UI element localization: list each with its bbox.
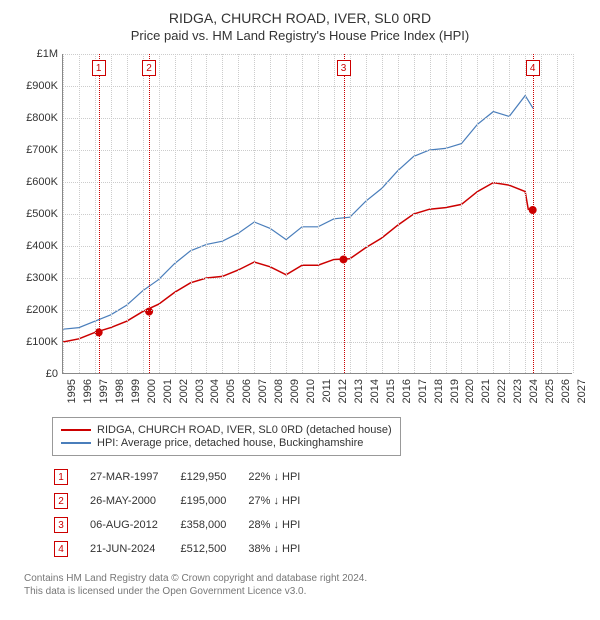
x-axis-label: 2011 bbox=[321, 379, 333, 414]
series-line bbox=[63, 96, 533, 330]
legend-swatch bbox=[61, 442, 91, 444]
y-axis-label: £500K bbox=[8, 208, 58, 220]
legend-item: RIDGA, CHURCH ROAD, IVER, SL0 0RD (detac… bbox=[61, 424, 392, 436]
y-axis-label: £700K bbox=[8, 144, 58, 156]
x-axis-label: 1995 bbox=[66, 379, 78, 414]
event-delta: 27% ↓ HPI bbox=[248, 490, 320, 512]
x-axis-label: 2015 bbox=[385, 379, 397, 414]
x-axis-label: 2000 bbox=[146, 379, 158, 414]
plot-area: 1 2 3 4 bbox=[62, 54, 572, 374]
x-axis-label: 2002 bbox=[178, 379, 190, 414]
x-axis-label: 2021 bbox=[480, 379, 492, 414]
event-marker: 4 bbox=[526, 60, 540, 76]
x-axis-label: 2010 bbox=[305, 379, 317, 414]
x-axis-label: 2025 bbox=[544, 379, 556, 414]
table-row: 4 21-JUN-2024£512,50038% ↓ HPI bbox=[54, 538, 320, 560]
x-axis-label: 1997 bbox=[98, 379, 110, 414]
footer-line1: Contains HM Land Registry data © Crown c… bbox=[24, 572, 588, 585]
event-number-box: 2 bbox=[54, 493, 68, 509]
y-axis-label: £800K bbox=[8, 112, 58, 124]
table-row: 1 27-MAR-1997£129,95022% ↓ HPI bbox=[54, 466, 320, 488]
y-axis-label: £0 bbox=[8, 368, 58, 380]
table-row: 2 26-MAY-2000£195,00027% ↓ HPI bbox=[54, 490, 320, 512]
x-axis-label: 2008 bbox=[273, 379, 285, 414]
y-axis-label: £1M bbox=[8, 48, 58, 60]
y-axis-label: £300K bbox=[8, 272, 58, 284]
event-date: 26-MAY-2000 bbox=[90, 490, 178, 512]
x-axis-label: 2016 bbox=[401, 379, 413, 414]
x-axis-label: 2024 bbox=[528, 379, 540, 414]
events-table: 1 27-MAR-1997£129,95022% ↓ HPI 2 26-MAY-200… bbox=[52, 464, 322, 562]
y-axis-label: £600K bbox=[8, 176, 58, 188]
x-axis-label: 2017 bbox=[417, 379, 429, 414]
x-axis-label: 2023 bbox=[512, 379, 524, 414]
x-axis-label: 2001 bbox=[162, 379, 174, 414]
footer: Contains HM Land Registry data © Crown c… bbox=[24, 572, 588, 598]
event-date: 06-AUG-2012 bbox=[90, 514, 178, 536]
x-axis-label: 2014 bbox=[369, 379, 381, 414]
x-axis-label: 2026 bbox=[560, 379, 572, 414]
x-axis-label: 2007 bbox=[257, 379, 269, 414]
series-line bbox=[63, 183, 528, 342]
y-axis-label: £900K bbox=[8, 80, 58, 92]
event-price: £195,000 bbox=[180, 490, 246, 512]
chart-area: 1234 £0£100K£200K£300K£400K£500K£600K£70… bbox=[12, 49, 582, 409]
x-axis-label: 2019 bbox=[449, 379, 461, 414]
table-row: 3 06-AUG-2012£358,00028% ↓ HPI bbox=[54, 514, 320, 536]
x-axis-label: 2022 bbox=[496, 379, 508, 414]
legend-label: RIDGA, CHURCH ROAD, IVER, SL0 0RD (detac… bbox=[97, 424, 392, 436]
y-axis-label: £200K bbox=[8, 304, 58, 316]
legend: RIDGA, CHURCH ROAD, IVER, SL0 0RD (detac… bbox=[52, 417, 401, 456]
x-axis-label: 2003 bbox=[194, 379, 206, 414]
legend-item: HPI: Average price, detached house, Buck… bbox=[61, 437, 392, 449]
footer-line2: This data is licensed under the Open Gov… bbox=[24, 585, 588, 598]
event-delta: 28% ↓ HPI bbox=[248, 514, 320, 536]
event-number-box: 4 bbox=[54, 541, 68, 557]
event-date: 21-JUN-2024 bbox=[90, 538, 178, 560]
event-price: £358,000 bbox=[180, 514, 246, 536]
chart-subtitle: Price paid vs. HM Land Registry's House … bbox=[12, 28, 588, 43]
x-axis-label: 2004 bbox=[209, 379, 221, 414]
legend-label: HPI: Average price, detached house, Buck… bbox=[97, 437, 363, 449]
event-price: £129,950 bbox=[180, 466, 246, 488]
event-marker: 3 bbox=[337, 60, 351, 76]
event-price: £512,500 bbox=[180, 538, 246, 560]
x-axis-label: 2005 bbox=[225, 379, 237, 414]
y-axis-label: £100K bbox=[8, 336, 58, 348]
event-marker: 2 bbox=[142, 60, 156, 76]
event-marker: 1 bbox=[92, 60, 106, 76]
x-axis-label: 1999 bbox=[130, 379, 142, 414]
x-axis-label: 2027 bbox=[576, 379, 588, 414]
x-axis-label: 2013 bbox=[353, 379, 365, 414]
event-delta: 22% ↓ HPI bbox=[248, 466, 320, 488]
x-axis-label: 1998 bbox=[114, 379, 126, 414]
legend-swatch bbox=[61, 429, 91, 431]
x-axis-label: 2012 bbox=[337, 379, 349, 414]
event-number-box: 3 bbox=[54, 517, 68, 533]
event-number-box: 1 bbox=[54, 469, 68, 485]
x-axis-label: 2006 bbox=[241, 379, 253, 414]
event-delta: 38% ↓ HPI bbox=[248, 538, 320, 560]
chart-title: RIDGA, CHURCH ROAD, IVER, SL0 0RD bbox=[12, 10, 588, 26]
y-axis-label: £400K bbox=[8, 240, 58, 252]
x-axis-label: 2018 bbox=[433, 379, 445, 414]
x-axis-label: 2020 bbox=[464, 379, 476, 414]
event-date: 27-MAR-1997 bbox=[90, 466, 178, 488]
chart-container: RIDGA, CHURCH ROAD, IVER, SL0 0RD Price … bbox=[0, 0, 600, 620]
x-axis-label: 1996 bbox=[82, 379, 94, 414]
x-axis-label: 2009 bbox=[289, 379, 301, 414]
